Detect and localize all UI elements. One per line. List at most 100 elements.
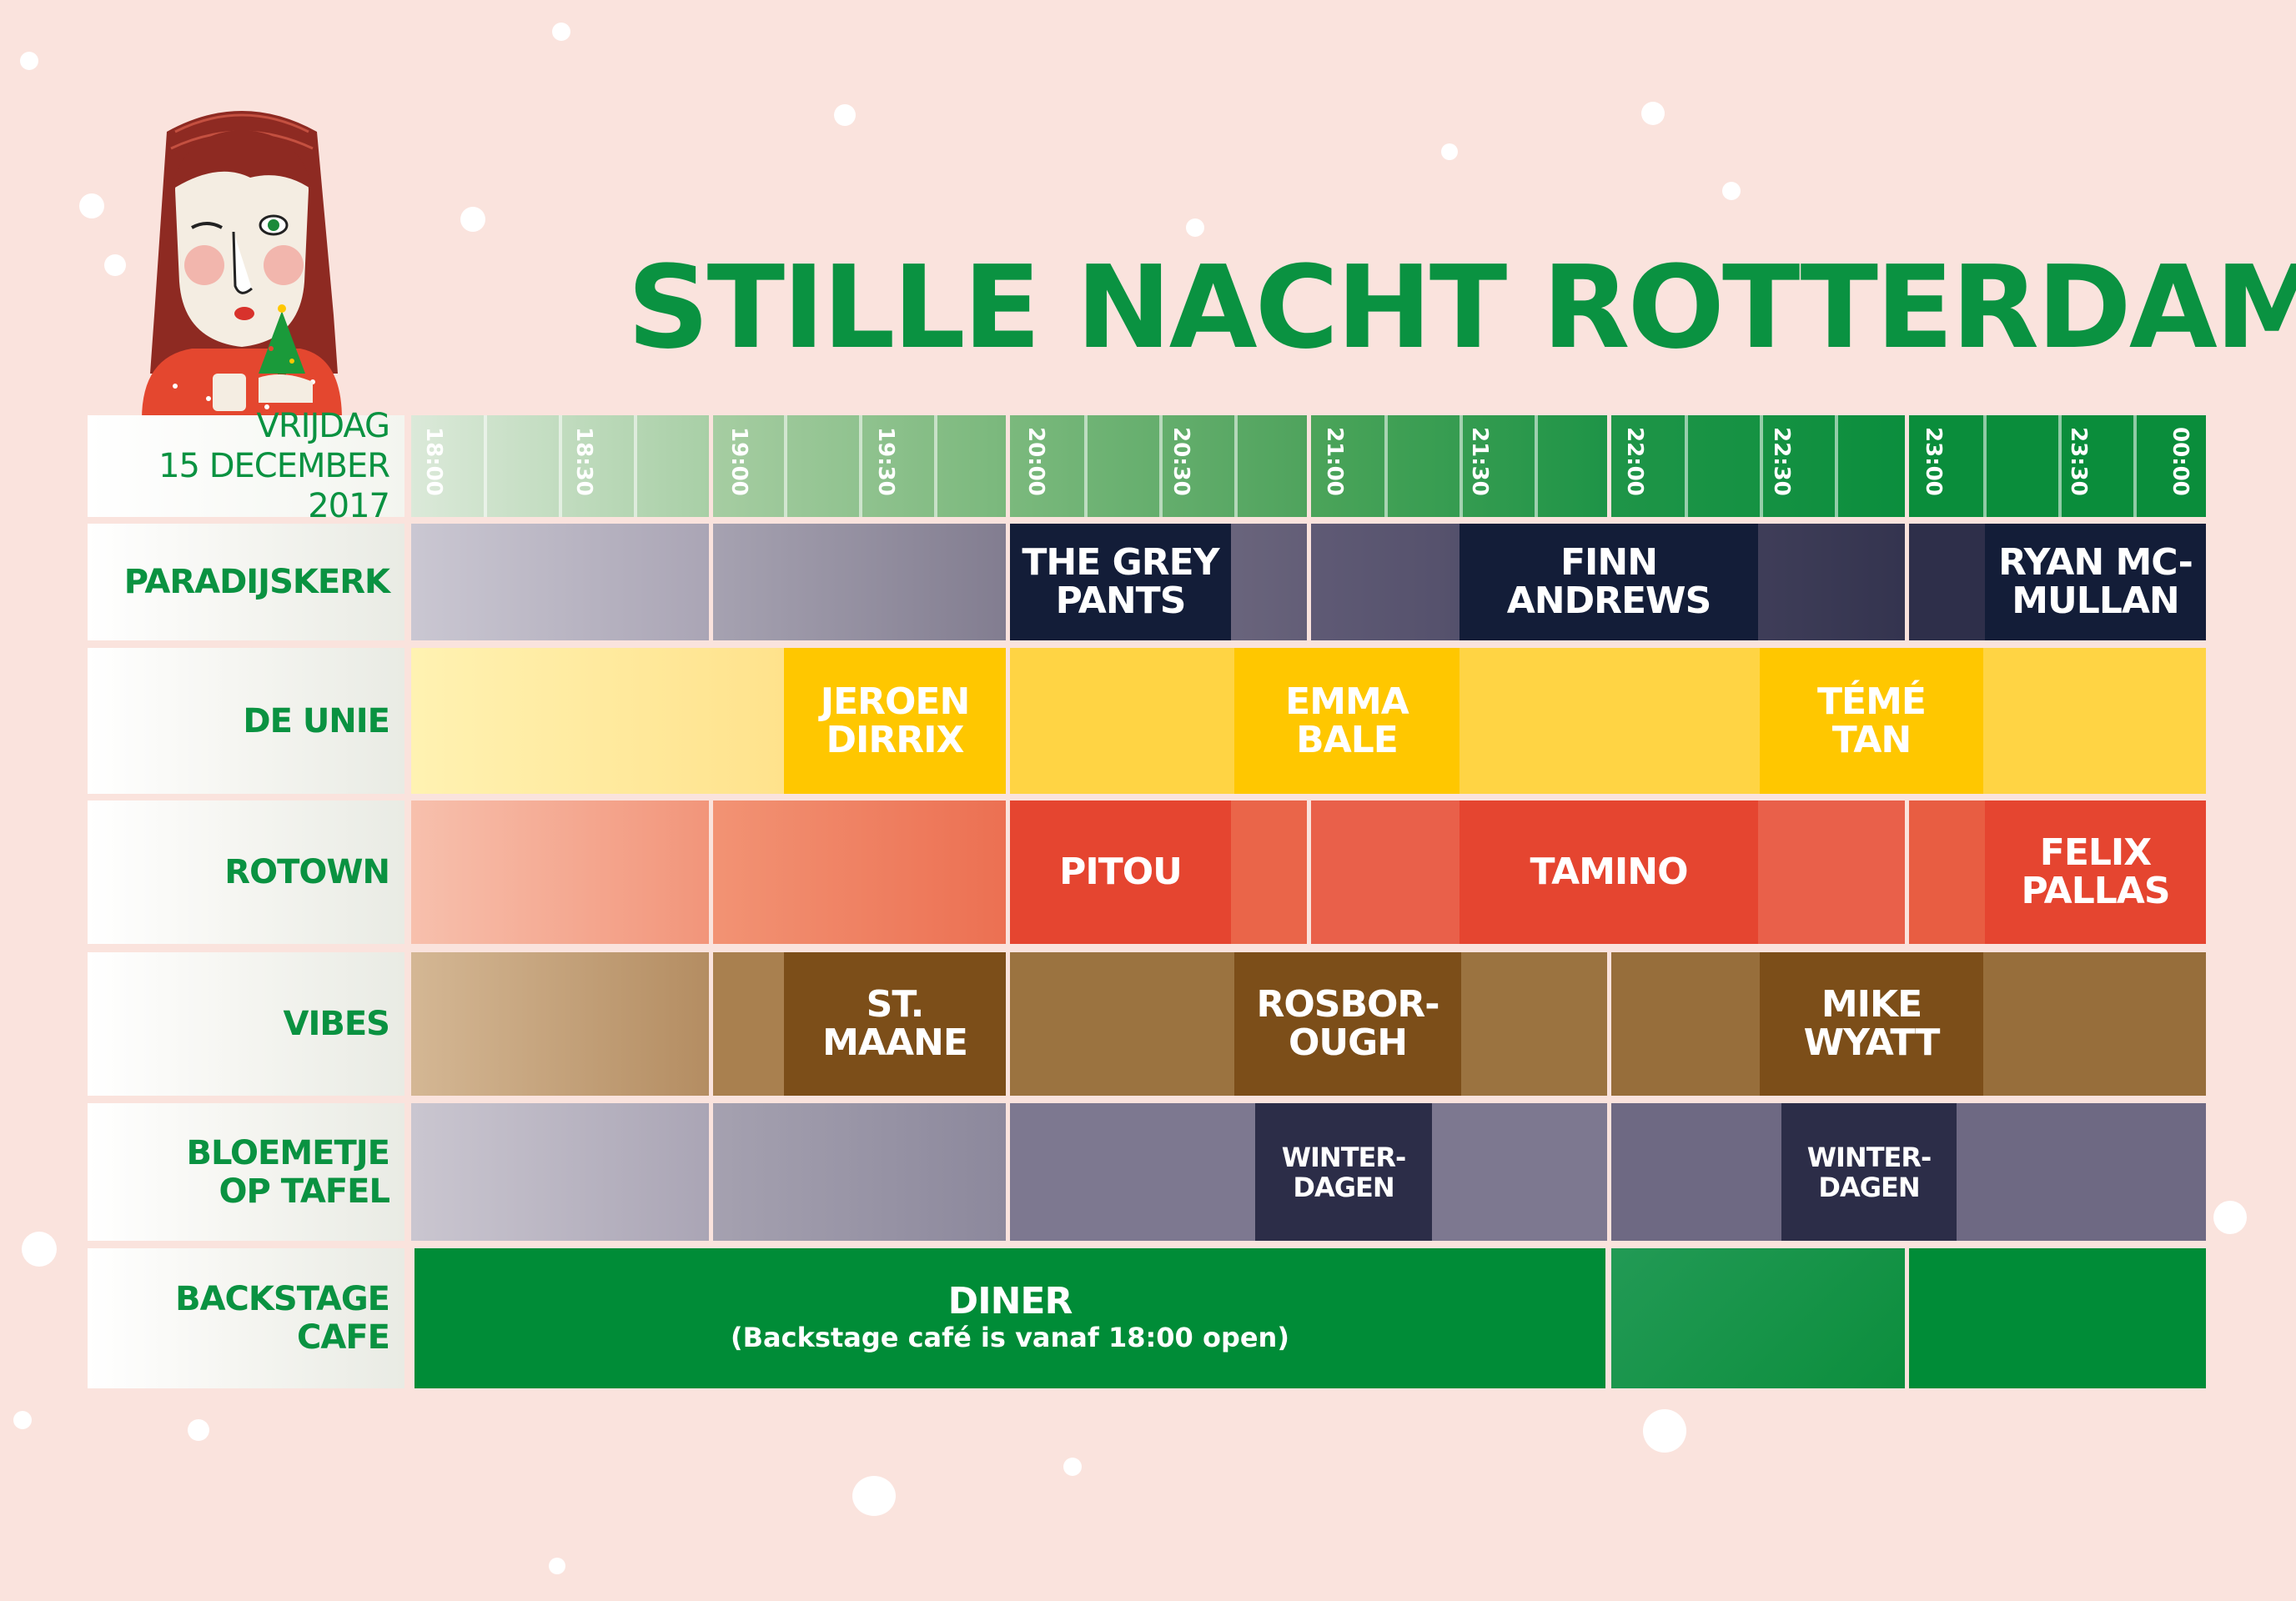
venue-name: BLOEMETJE bbox=[186, 1133, 391, 1172]
act-teme-tan[interactable]: TÉMÉ TAN bbox=[1760, 648, 1983, 794]
time-label: 18:00 bbox=[421, 427, 446, 496]
act-line: DIRRIX bbox=[826, 718, 965, 761]
timeline-tick bbox=[1760, 415, 1763, 517]
act-line: MULLAN bbox=[2012, 580, 2179, 622]
snowflake bbox=[22, 1232, 57, 1267]
slot-background bbox=[1010, 648, 2206, 794]
venue-name: VIBES bbox=[283, 1005, 390, 1043]
venue-label-de-unie: DE UNIE bbox=[88, 648, 404, 794]
act-st-maane[interactable]: ST. MAANE bbox=[784, 952, 1006, 1096]
timeline-tick bbox=[2133, 415, 2137, 517]
venue-label-paradijskerk: PARADIJSKERK bbox=[88, 524, 404, 640]
girl-illustration bbox=[142, 111, 342, 419]
time-label: 22:30 bbox=[1769, 427, 1794, 496]
snowflake bbox=[1722, 182, 1741, 200]
snowflake bbox=[79, 193, 104, 218]
timeline-tick bbox=[1234, 415, 1238, 517]
time-label: 19:30 bbox=[873, 427, 898, 496]
venue-label-backstage: BACKSTAGE CAFE bbox=[88, 1248, 404, 1388]
act-line: WINTER- bbox=[1281, 1141, 1407, 1173]
slot-background bbox=[713, 1103, 1006, 1241]
timeline-tick bbox=[1535, 415, 1538, 517]
snowflake bbox=[552, 23, 570, 41]
act-line: WINTER- bbox=[1806, 1141, 1932, 1173]
act-jeroen-dirrix[interactable]: JEROEN DIRRIX bbox=[784, 648, 1006, 794]
time-label: 00:00 bbox=[2168, 427, 2193, 496]
timeline-tick bbox=[1159, 415, 1163, 517]
venue-name: PARADIJSKERK bbox=[123, 563, 390, 601]
act-line: RYAN MC- bbox=[1998, 541, 2193, 584]
date-full: 15 DECEMBER 2017 bbox=[158, 447, 390, 525]
act-ryan-mcmullan[interactable]: RYAN MC- MULLAN bbox=[1985, 524, 2206, 640]
slot-background bbox=[713, 524, 1006, 640]
snowflake bbox=[104, 254, 126, 276]
timeline-tick bbox=[1384, 415, 1388, 517]
timeline-block-20 bbox=[1010, 415, 1307, 517]
act-line: ST. bbox=[866, 983, 925, 1026]
venue-label-rotown: ROTOWN bbox=[88, 800, 404, 944]
snowflake bbox=[1643, 1409, 1686, 1453]
time-label: 21:00 bbox=[1322, 427, 1347, 496]
slot-background bbox=[411, 952, 709, 1096]
act-the-grey-pants[interactable]: THE GREY PANTS bbox=[1010, 524, 1231, 640]
page-title: STILLE NACHT ROTTERDAM bbox=[627, 242, 2296, 374]
slot-background bbox=[713, 800, 1006, 944]
act-line: MIKE bbox=[1821, 983, 1922, 1026]
act-rosborough[interactable]: ROSBOR- OUGH bbox=[1234, 952, 1461, 1096]
time-label: 20:30 bbox=[1168, 427, 1193, 496]
act-line: DINER bbox=[947, 1280, 1073, 1322]
timeline-block-22 bbox=[1611, 415, 1905, 517]
venue-name: CAFE bbox=[297, 1318, 390, 1357]
act-felix-pallas[interactable]: FELIX PALLAS bbox=[1985, 800, 2206, 944]
venue-name: OP TAFEL bbox=[219, 1172, 390, 1211]
time-label: 23:00 bbox=[1921, 427, 1946, 496]
time-label: 20:00 bbox=[1023, 427, 1048, 496]
act-finn-andrews[interactable]: FINN ANDREWS bbox=[1459, 524, 1758, 640]
timeline-tick bbox=[934, 415, 937, 517]
snowflake bbox=[1441, 143, 1458, 160]
timeline-block-21 bbox=[1311, 415, 1607, 517]
act-line: DAGEN bbox=[1293, 1171, 1394, 1203]
timeline-block-23 bbox=[1909, 415, 2206, 517]
slot-background bbox=[1611, 1248, 1905, 1388]
timeline-tick bbox=[484, 415, 487, 517]
timeline-tick bbox=[1835, 415, 1838, 517]
time-label: 18:30 bbox=[571, 427, 596, 496]
date-block: VRIJDAG 15 DECEMBER 2017 bbox=[88, 407, 404, 525]
act-emma-bale[interactable]: EMMA BALE bbox=[1234, 648, 1459, 794]
act-note: (Backstage café is vanaf 18:00 open) bbox=[731, 1322, 1289, 1353]
timeline-tick bbox=[784, 415, 787, 517]
snowflake bbox=[460, 207, 485, 232]
act-diner[interactable]: DINER (Backstage café is vanaf 18:00 ope… bbox=[414, 1248, 1605, 1388]
timeline-tick bbox=[1084, 415, 1088, 517]
snowflake bbox=[1641, 102, 1665, 125]
act-line: EMMA bbox=[1285, 680, 1409, 723]
snowflake bbox=[834, 104, 856, 126]
act-winterdagen-2[interactable]: WINTER- DAGEN bbox=[1781, 1103, 1957, 1241]
date-day: VRIJDAG bbox=[256, 407, 390, 445]
act-line: BALE bbox=[1296, 718, 1399, 761]
time-label: 23:30 bbox=[2066, 427, 2091, 496]
timeline-tick bbox=[1685, 415, 1688, 517]
act-winterdagen-1[interactable]: WINTER- DAGEN bbox=[1255, 1103, 1432, 1241]
act-line: THE GREY bbox=[1022, 541, 1219, 584]
act-mike-wyatt[interactable]: MIKE WYATT bbox=[1760, 952, 1983, 1096]
act-tamino[interactable]: TAMINO bbox=[1459, 800, 1758, 944]
act-line: OUGH bbox=[1288, 1021, 1408, 1064]
act-line: DAGEN bbox=[1818, 1171, 1920, 1203]
timeline-tick bbox=[1983, 415, 1987, 517]
snowflake bbox=[13, 1411, 32, 1429]
snowflake bbox=[188, 1419, 209, 1441]
act-line: WYATT bbox=[1803, 1021, 1941, 1064]
act-line: ANDREWS bbox=[1506, 580, 1712, 622]
act-pitou[interactable]: PITOU bbox=[1010, 800, 1231, 944]
act-line: PANTS bbox=[1055, 580, 1187, 622]
act-line: ROSBOR- bbox=[1256, 983, 1439, 1026]
timeline-tick bbox=[559, 415, 562, 517]
snowflake bbox=[549, 1558, 565, 1574]
act-line: PITOU bbox=[1059, 851, 1183, 893]
act-line: TAMINO bbox=[1530, 851, 1688, 893]
venue-name: DE UNIE bbox=[243, 701, 390, 740]
act-line: TÉMÉ bbox=[1817, 680, 1927, 723]
act-line: PALLAS bbox=[2021, 870, 2170, 912]
